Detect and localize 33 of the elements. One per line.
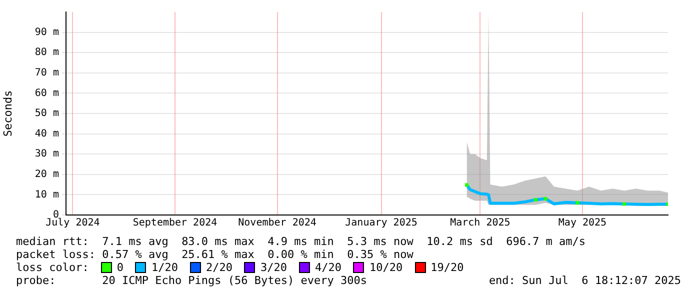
legend-label: 3/20 [260, 261, 287, 274]
y-tick-label: 80 m [34, 47, 59, 58]
y-tick-label: 90 m [34, 26, 59, 38]
legend-label: 0 [116, 261, 124, 274]
point [534, 198, 538, 202]
text: end: Sun Jul 6 18:12:07 2025 [488, 274, 681, 287]
point [622, 202, 626, 206]
x-tick-label: July 2024 [46, 218, 100, 229]
y-tick-label: 50 m [34, 108, 59, 120]
y-tick-label: 70 m [34, 67, 59, 78]
x-tick-label: May 2025 [558, 218, 607, 229]
x-tick-label: January 2025 [345, 218, 418, 229]
legend-label: 2/20 [206, 261, 232, 274]
y-axis-title: Seconds [1, 90, 14, 137]
point [576, 201, 580, 205]
x-tick-label: March 2025 [450, 218, 510, 229]
point [544, 196, 548, 201]
y-tick-label: 60 m [34, 88, 59, 99]
point [465, 183, 469, 187]
x-tick-label: September 2024 [132, 218, 218, 229]
legend-label: 4/20 [314, 261, 342, 274]
text: probe: 20 ICMP Echo Pings (56 Bytes) every 300s [16, 274, 367, 287]
y-tick-label: 30 m [34, 148, 59, 160]
x-tick-label: November 2024 [238, 218, 316, 229]
legend-label: 19/20 [430, 261, 464, 274]
y-tick-label: 40 m [34, 128, 59, 140]
text: packet loss: 0.57 % avg 25.61 % max 0.00 % min 0.35 % now [16, 248, 414, 261]
y-tick-label: 10 m [34, 189, 59, 200]
legend-label: 10/20 [369, 261, 403, 274]
text: median rtt: 7.1 ms avg 83.0 ms max 4.9 ms min 5.3 ms now 10.2 ms sd 696.7 m am/s [16, 235, 586, 248]
y-tick-label: 20 m [34, 168, 59, 180]
legend-label: 1/20 [151, 261, 178, 274]
legend-title: loss color: [16, 261, 89, 274]
